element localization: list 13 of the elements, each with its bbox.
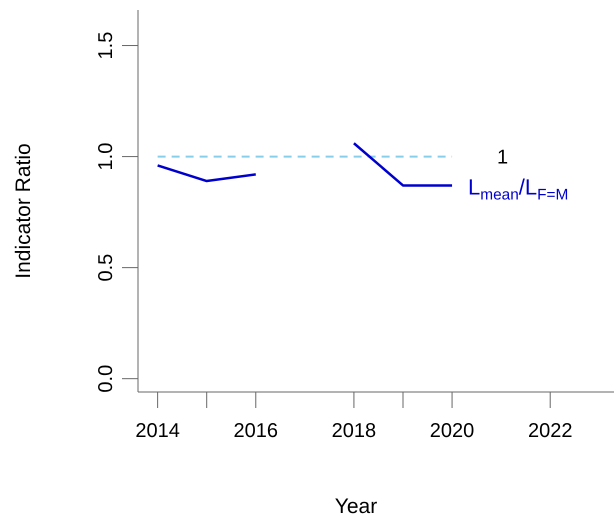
y-tick-label: 0.5 (95, 254, 117, 282)
x-tick-label: 2014 (135, 420, 180, 442)
y-tick-label: 1.0 (95, 142, 117, 170)
ref-line-label: 1 (497, 146, 508, 169)
y-tick-label: 1.5 (95, 32, 117, 60)
series-label: L$_{mean}$/L$_{F=M}$ (468, 174, 568, 203)
x-tick-label: 2016 (234, 420, 278, 442)
x-tick-label: 2018 (332, 420, 376, 442)
y-tick-label: 0.0 (95, 364, 117, 393)
x-axis-title: Year (334, 495, 378, 518)
x-tick-label: 2020 (430, 420, 474, 442)
y-axis-title: Indicator Ratio (12, 143, 35, 279)
x-tick-label: 2022 (528, 420, 572, 442)
